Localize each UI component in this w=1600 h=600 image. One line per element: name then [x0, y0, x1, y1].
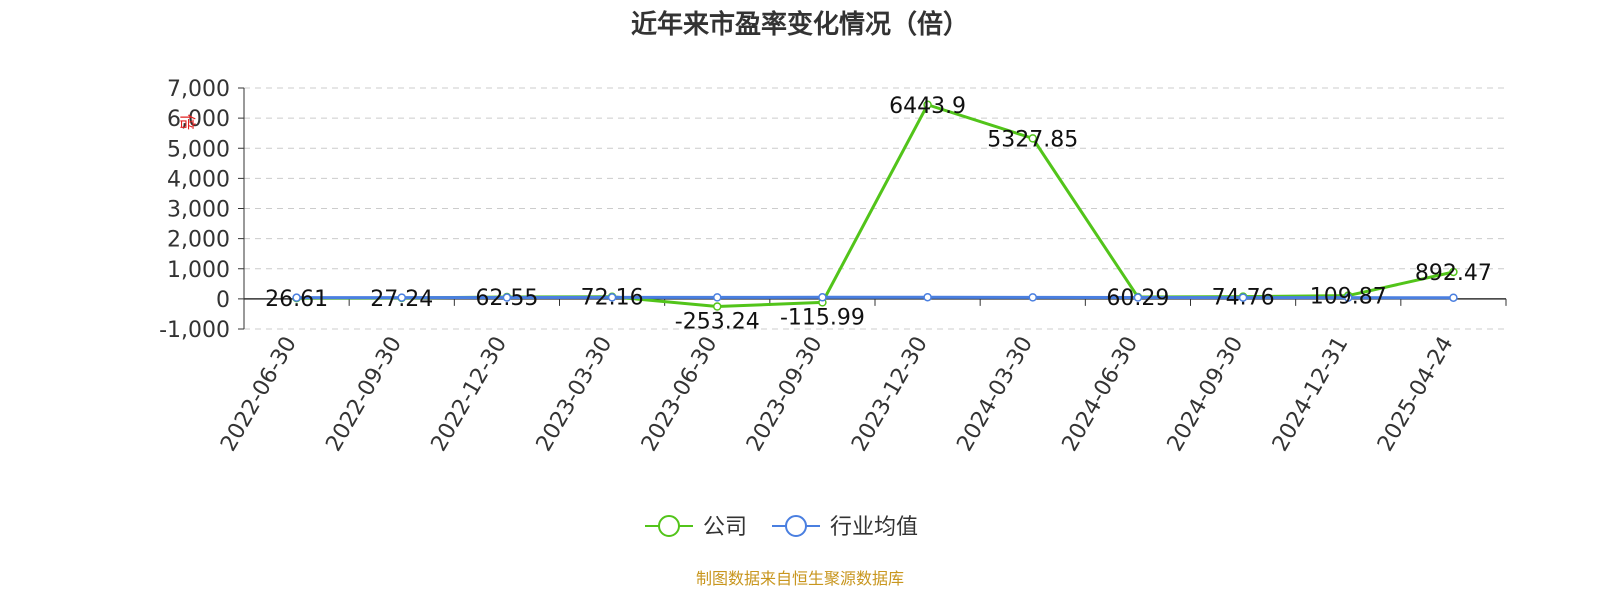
- data-label: 27.24: [370, 287, 433, 312]
- legend-label: 公司: [703, 515, 747, 540]
- industry-point: [818, 293, 827, 302]
- industry-point: [1133, 293, 1143, 302]
- data-label: -115.99: [780, 305, 865, 330]
- x-tick-label: 2023-12-30: [847, 332, 933, 455]
- industry-point: [502, 293, 512, 302]
- chart-title: 近年来市盈率变化情况（倍）: [631, 9, 969, 40]
- series-lines: [292, 100, 1458, 311]
- data-label: 6443.9: [889, 94, 966, 119]
- industry-point: [607, 293, 617, 302]
- industry-point: [1238, 293, 1248, 302]
- data-label: 74.76: [1212, 286, 1275, 311]
- y-unit-label: 倍: [178, 114, 197, 130]
- y-tick-label: 3,000: [167, 198, 230, 223]
- legend-item-industry[interactable]: 行业均值: [772, 515, 918, 540]
- y-tick-label: -1,000: [159, 318, 230, 343]
- data-label: 62.55: [475, 286, 538, 311]
- y-tick-label: 7,000: [167, 77, 230, 102]
- company-point: [923, 100, 932, 110]
- y-tick-label: 4,000: [167, 167, 230, 192]
- x-tick-label: 2022-12-30: [427, 332, 513, 455]
- x-tick-label: 2024-09-30: [1163, 333, 1249, 456]
- x-tick-label: 2023-06-30: [637, 333, 723, 456]
- x-tick-label: 2022-09-30: [321, 333, 407, 456]
- data-label: 109.87: [1310, 285, 1387, 310]
- y-tick-label: 6,000: [167, 107, 230, 132]
- data-labels: 26.61 27.24 62.55 72.16 -253.24 -115.99 6443.9…: [265, 94, 1492, 335]
- legend-circle-icon: [658, 515, 680, 537]
- x-tick-label: 2024-03-30: [952, 333, 1038, 456]
- source-note: 制图数据来自恒生聚源数据库: [696, 569, 904, 588]
- company-line: [296, 103, 1454, 309]
- industry-point: [397, 293, 406, 302]
- data-label: 5327.85: [987, 127, 1078, 152]
- data-label: 892.47: [1415, 261, 1492, 286]
- x-tick-label: 2023-03-30: [532, 333, 618, 456]
- x-tick-label: 2024-12-31: [1268, 333, 1354, 456]
- legend[interactable]: 公司 行业均值: [645, 515, 918, 540]
- y-tick-label: 2,000: [167, 228, 230, 253]
- data-label: 60.29: [1106, 286, 1169, 311]
- company-point: [713, 302, 722, 311]
- legend-circle-icon: [785, 515, 807, 537]
- x-tick-label: 2023-09-30: [742, 333, 828, 456]
- y-axis: -1,000 0 1,000 2,000 3,000 4,000 5,000 6,000 7,0…: [159, 77, 245, 343]
- y-tick-label: 5,000: [167, 137, 230, 162]
- x-tick-label: 2022-06-30: [216, 333, 302, 456]
- y-tick-label: 0: [216, 288, 230, 313]
- y-tick-label: 1,000: [167, 258, 230, 283]
- data-label: -253.24: [675, 310, 760, 335]
- industry-point: [923, 292, 932, 302]
- company-point: [1449, 267, 1458, 277]
- legend-item-company[interactable]: 公司: [645, 515, 747, 540]
- industry-point: [713, 293, 722, 302]
- industry-point: [1344, 293, 1353, 302]
- data-label: 26.61: [265, 287, 328, 312]
- industry-line: [296, 295, 1454, 300]
- industry-point: [1449, 293, 1458, 302]
- industry-point: [292, 293, 301, 302]
- industry-point: [1028, 293, 1037, 302]
- grid-lines: [244, 87, 1506, 330]
- company-point: [1028, 134, 1037, 143]
- x-tick-label: 2025-04-24: [1373, 333, 1459, 456]
- x-tick-label: 2024-06-30: [1058, 333, 1144, 456]
- legend-label: 行业均值: [830, 515, 918, 540]
- data-label: 72.16: [581, 286, 644, 311]
